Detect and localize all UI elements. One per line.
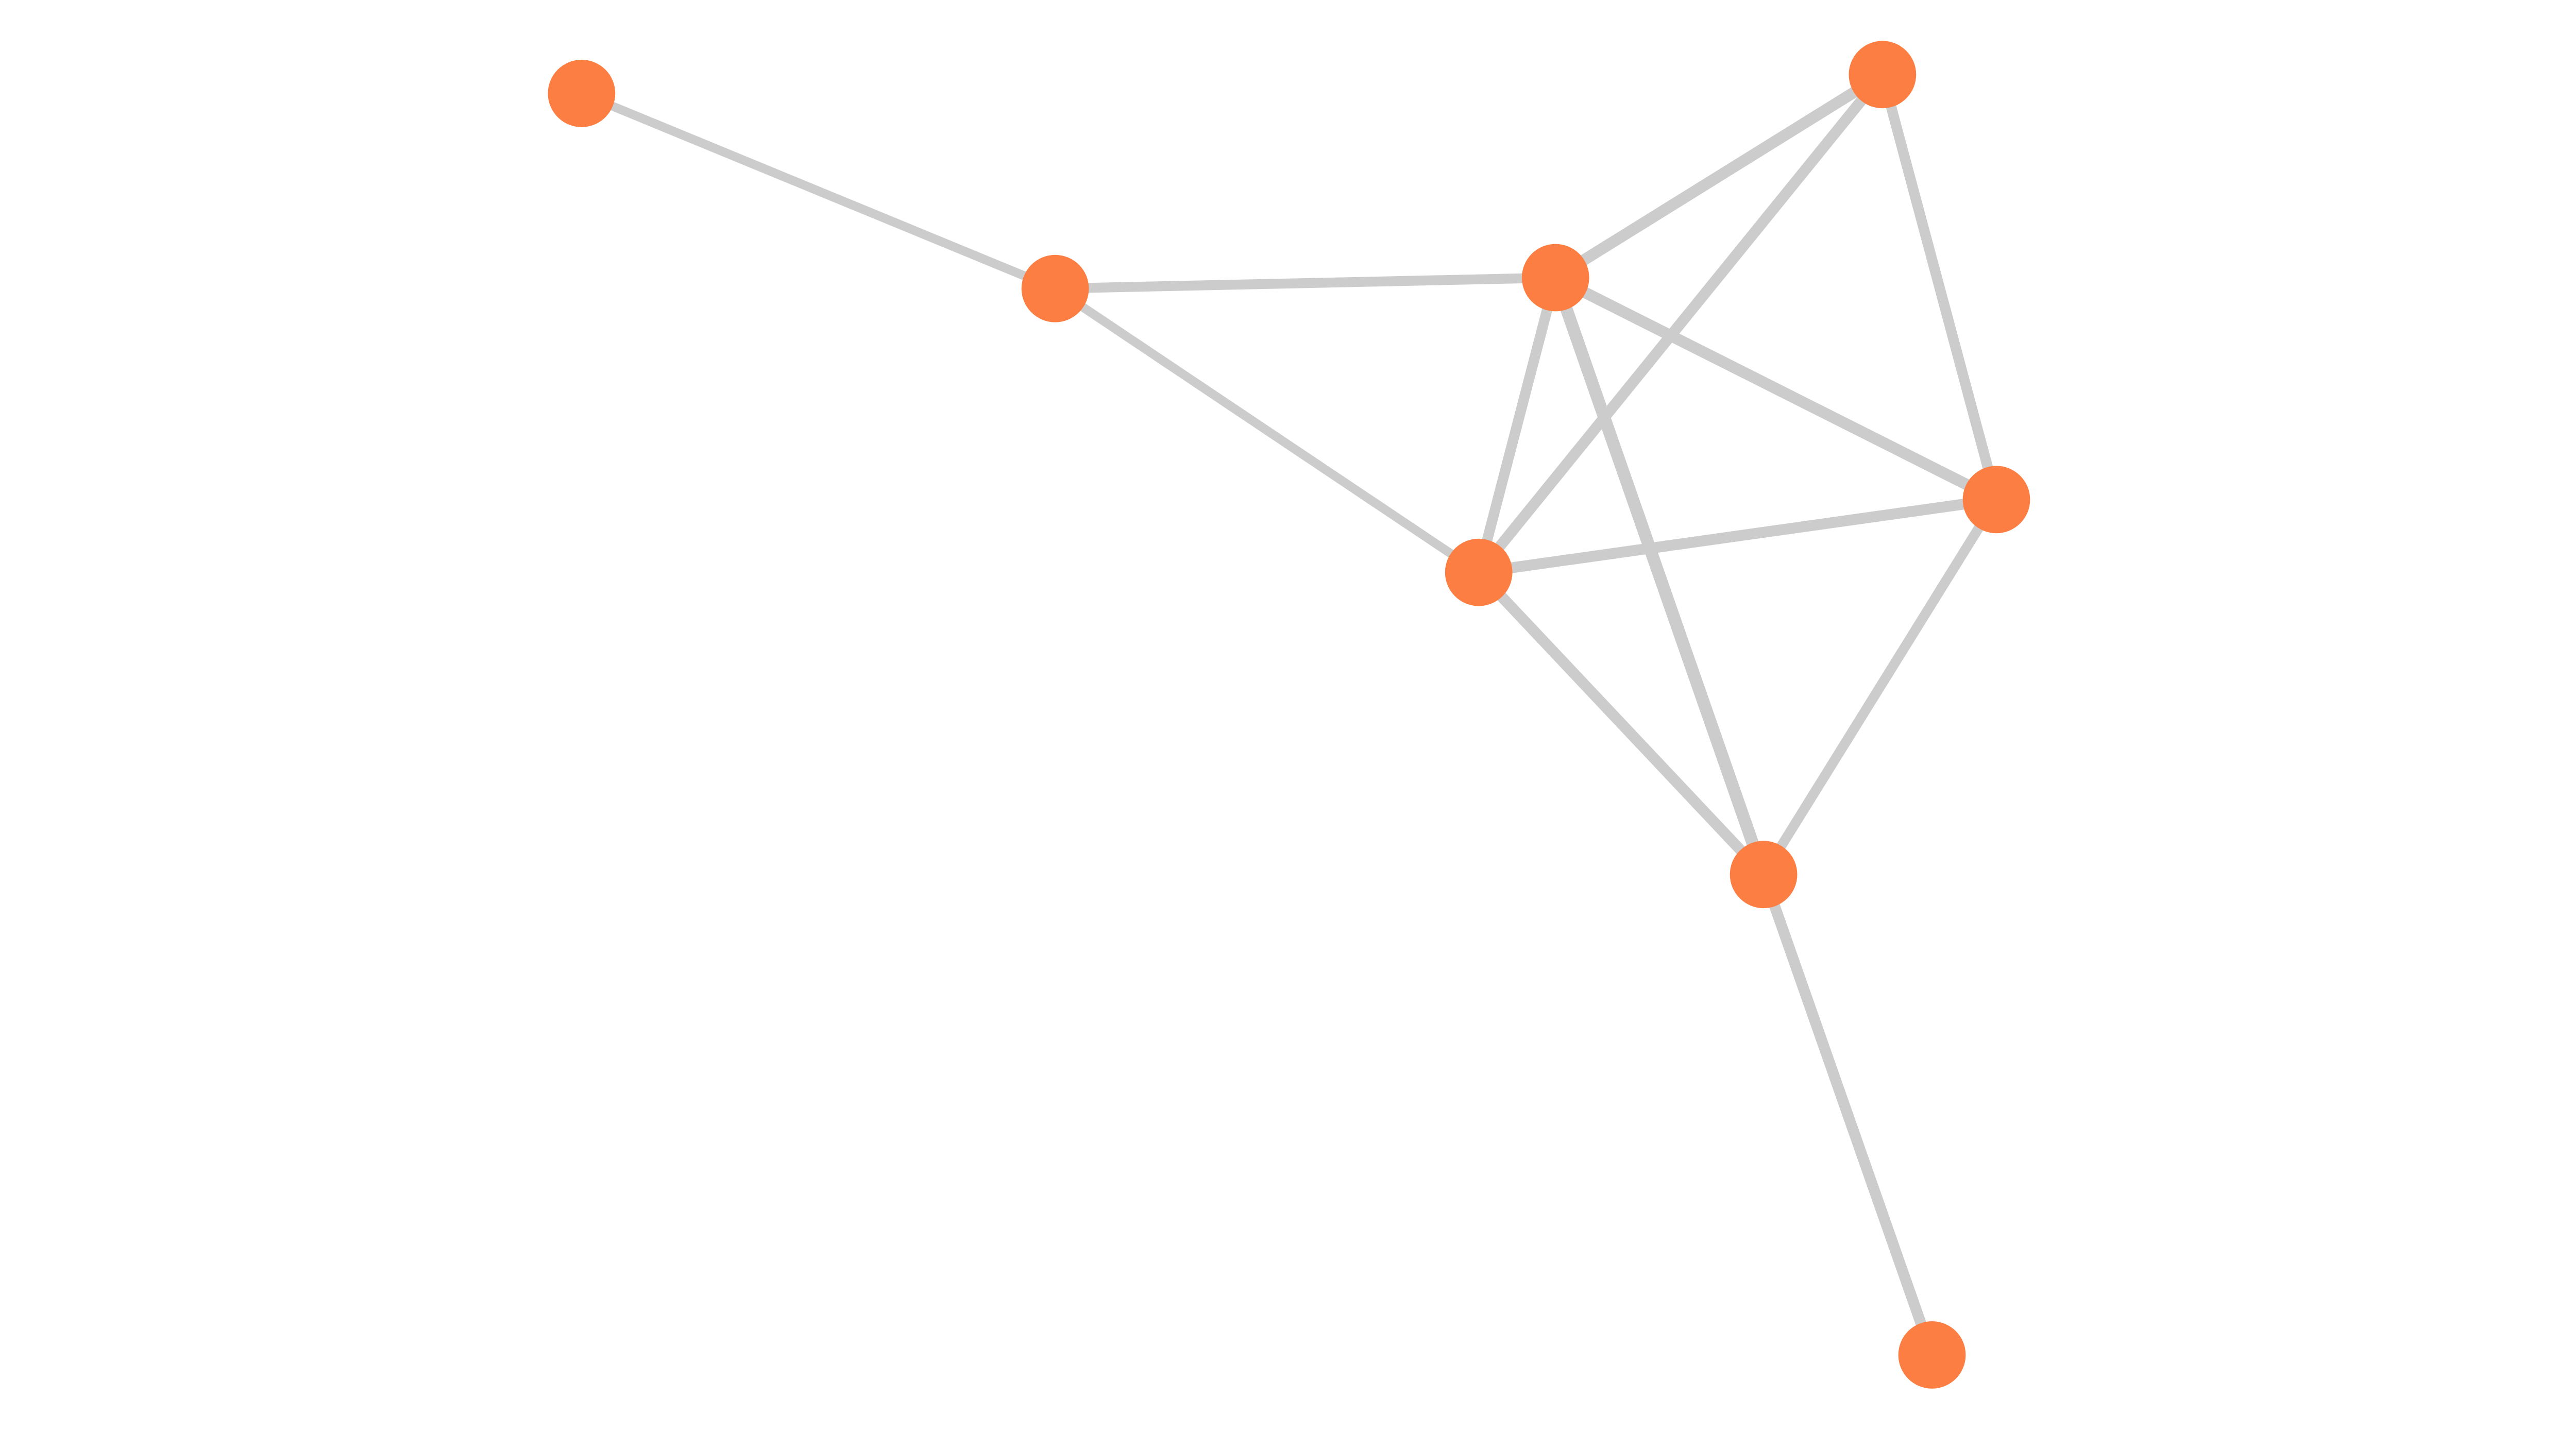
graph-node-n8 [1898,1321,1966,1389]
graph-edge-n2-n3 [1055,272,1556,294]
graph-edge-n5-n7 [1759,497,2001,877]
graph-edge-n4-n5 [1877,73,2002,501]
graph-edge-n3-n6 [1473,276,1561,574]
nodes-layer [548,41,2030,1389]
graph-node-n3 [1521,244,1589,312]
graph-edge-n2-n6 [1053,285,1482,576]
graph-node-n6 [1445,538,1513,606]
graph-edge-n3-n7 [1549,276,1770,877]
graph-edge-n4-n6 [1474,71,1887,576]
graph-edge-n7-n8 [1758,873,1937,1357]
graph-edge-n6-n7 [1475,568,1768,878]
graph-node-n2 [1021,254,1089,322]
graph-edge-n3-n4 [1552,70,1886,283]
edges-layer [580,70,2002,1357]
graph-edge-n3-n5 [1553,272,1999,505]
graph-node-n5 [1962,466,2030,534]
graph-edge-n1-n2 [580,89,1057,293]
graph-node-n4 [1849,41,1917,109]
graph-node-n1 [548,59,616,127]
graph-edge-n5-n6 [1478,494,1997,578]
graph-node-n7 [1730,841,1798,909]
